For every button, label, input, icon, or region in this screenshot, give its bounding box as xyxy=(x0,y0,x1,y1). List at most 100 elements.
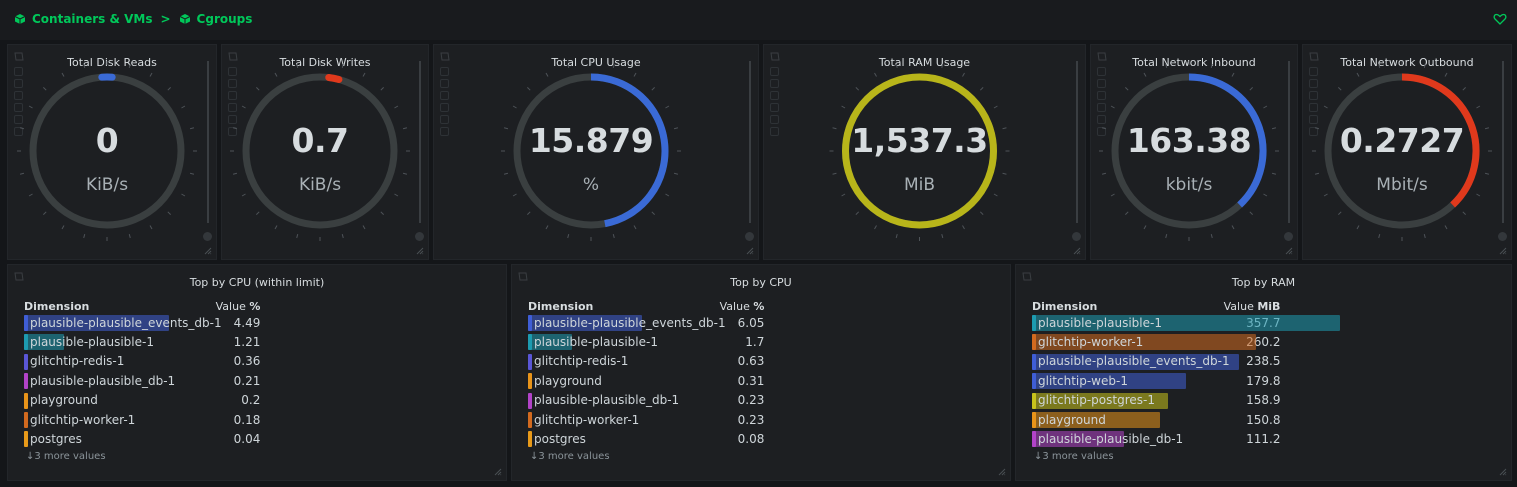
pan-right-icon[interactable] xyxy=(440,103,449,112)
resize-handle-icon[interactable] xyxy=(1499,247,1507,255)
reset-icon[interactable] xyxy=(1097,115,1106,124)
gauge-scrollbar[interactable] xyxy=(1288,61,1290,223)
table-row[interactable]: glitchtip-worker-1 0.23 xyxy=(528,410,764,429)
zoom-in-icon[interactable] xyxy=(770,67,779,76)
table-row[interactable]: plausible-plausible-1 1.7 xyxy=(528,332,764,351)
gauge-scrollbar[interactable] xyxy=(1502,61,1504,223)
gauge-tick xyxy=(274,225,278,230)
settings-icon[interactable] xyxy=(1284,232,1293,241)
zoom-out-icon[interactable] xyxy=(14,79,23,88)
reset-icon[interactable] xyxy=(228,115,237,124)
gauge-scrollbar[interactable] xyxy=(749,61,751,223)
pan-left-icon[interactable] xyxy=(1309,91,1318,100)
table-row[interactable]: postgres 0.08 xyxy=(528,429,764,448)
table-row[interactable]: glitchtip-postgres-1 158.9 xyxy=(1032,391,1280,410)
dimension-value: 0.04 xyxy=(233,432,261,447)
zoom-out-icon[interactable] xyxy=(1309,79,1318,88)
table-row[interactable]: playground 150.8 xyxy=(1032,410,1280,429)
gauge-scrollbar[interactable] xyxy=(1076,61,1078,223)
chart-menu-icon[interactable] xyxy=(14,271,24,281)
resize-handle-icon[interactable] xyxy=(998,468,1006,476)
chart-menu-icon[interactable] xyxy=(1097,51,1107,61)
table-row[interactable]: glitchtip-redis-1 0.36 xyxy=(24,352,260,371)
reset-icon[interactable] xyxy=(1309,115,1318,124)
settings-icon[interactable] xyxy=(1498,232,1507,241)
table-row[interactable]: plausible-plausible_db-1 0.23 xyxy=(528,391,764,410)
zoom-out-icon[interactable] xyxy=(1097,79,1106,88)
value-header: Value % xyxy=(719,299,765,313)
table-row[interactable]: glitchtip-web-1 179.8 xyxy=(1032,371,1280,390)
pan-right-icon[interactable] xyxy=(1309,103,1318,112)
table-row[interactable]: glitchtip-worker-1 0.18 xyxy=(24,410,260,429)
resize-handle-icon[interactable] xyxy=(204,247,212,255)
table-row[interactable]: plausible-plausible_events_db-1 6.05 xyxy=(528,313,764,332)
gauge-scrollbar[interactable] xyxy=(419,61,421,223)
info-icon[interactable] xyxy=(14,127,23,136)
pan-left-icon[interactable] xyxy=(14,91,23,100)
color-marker xyxy=(1032,373,1036,390)
resize-handle-icon[interactable] xyxy=(1073,247,1081,255)
info-icon[interactable] xyxy=(1097,127,1106,136)
resize-handle-icon[interactable] xyxy=(1499,468,1507,476)
breadcrumb-section[interactable]: Containers & VMs xyxy=(32,12,153,26)
info-icon[interactable] xyxy=(228,127,237,136)
table-row[interactable]: playground 0.2 xyxy=(24,391,260,410)
pan-left-icon[interactable] xyxy=(1097,91,1106,100)
info-icon[interactable] xyxy=(440,127,449,136)
table-row[interactable]: glitchtip-worker-1 260.2 xyxy=(1032,332,1280,351)
table-row[interactable]: plausible-plausible-1 357.7 xyxy=(1032,313,1340,332)
more-values-link[interactable]: ↓3 more values xyxy=(530,451,610,462)
resize-handle-icon[interactable] xyxy=(1285,247,1293,255)
pan-left-icon[interactable] xyxy=(228,91,237,100)
pan-right-icon[interactable] xyxy=(228,103,237,112)
gauge-tick xyxy=(1210,63,1213,69)
chart-menu-icon[interactable] xyxy=(228,51,238,61)
zoom-in-icon[interactable] xyxy=(1097,67,1106,76)
pan-left-icon[interactable] xyxy=(770,91,779,100)
pan-left-icon[interactable] xyxy=(440,91,449,100)
resize-handle-icon[interactable] xyxy=(416,247,424,255)
zoom-in-icon[interactable] xyxy=(14,67,23,76)
dimension-name: glitchtip-postgres-1 xyxy=(1038,393,1155,408)
chart-menu-icon[interactable] xyxy=(1309,51,1319,61)
table-row[interactable]: postgres 0.04 xyxy=(24,429,260,448)
reset-icon[interactable] xyxy=(770,115,779,124)
zoom-out-icon[interactable] xyxy=(228,79,237,88)
zoom-in-icon[interactable] xyxy=(228,67,237,76)
table-row[interactable]: plausible-plausible_events_db-1 4.49 xyxy=(24,313,260,332)
table-title: Top by CPU xyxy=(730,276,792,289)
settings-icon[interactable] xyxy=(745,232,754,241)
table-row[interactable]: plausible-plausible_events_db-1 238.5 xyxy=(1032,352,1280,371)
table-row[interactable]: plausible-plausible_db-1 111.2 xyxy=(1032,429,1280,448)
chart-menu-icon[interactable] xyxy=(518,271,528,281)
table-row[interactable]: glitchtip-redis-1 0.63 xyxy=(528,352,764,371)
gauge-scrollbar[interactable] xyxy=(207,61,209,223)
resize-handle-icon[interactable] xyxy=(494,468,502,476)
zoom-in-icon[interactable] xyxy=(1309,67,1318,76)
more-values-link[interactable]: ↓3 more values xyxy=(26,451,106,462)
resize-handle-icon[interactable] xyxy=(746,247,754,255)
more-values-link[interactable]: ↓3 more values xyxy=(1034,451,1114,462)
table-row[interactable]: playground 0.31 xyxy=(528,371,764,390)
info-icon[interactable] xyxy=(770,127,779,136)
settings-icon[interactable] xyxy=(415,232,424,241)
reset-icon[interactable] xyxy=(440,115,449,124)
chart-menu-icon[interactable] xyxy=(1022,271,1032,281)
settings-icon[interactable] xyxy=(203,232,212,241)
zoom-out-icon[interactable] xyxy=(770,79,779,88)
gauge-tick xyxy=(362,72,366,77)
chart-menu-icon[interactable] xyxy=(14,51,24,61)
info-icon[interactable] xyxy=(1309,127,1318,136)
chart-menu-icon[interactable] xyxy=(440,51,450,61)
table-row[interactable]: plausible-plausible-1 1.21 xyxy=(24,332,260,351)
pan-right-icon[interactable] xyxy=(14,103,23,112)
pan-right-icon[interactable] xyxy=(770,103,779,112)
chart-menu-icon[interactable] xyxy=(770,51,780,61)
zoom-out-icon[interactable] xyxy=(440,79,449,88)
settings-icon[interactable] xyxy=(1072,232,1081,241)
table-row[interactable]: plausible-plausible_db-1 0.21 xyxy=(24,371,260,390)
pan-right-icon[interactable] xyxy=(1097,103,1106,112)
zoom-in-icon[interactable] xyxy=(440,67,449,76)
heart-icon[interactable] xyxy=(1493,12,1507,26)
reset-icon[interactable] xyxy=(14,115,23,124)
